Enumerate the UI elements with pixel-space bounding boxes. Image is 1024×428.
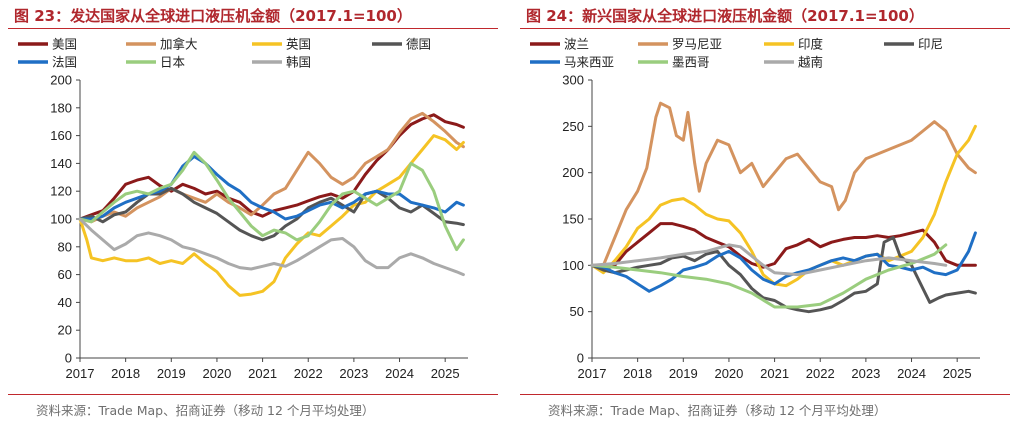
y-tick-label: 0 bbox=[577, 351, 584, 366]
y-tick-label: 300 bbox=[562, 73, 584, 88]
y-tick-label: 50 bbox=[570, 304, 584, 319]
series-line-1 bbox=[78, 111, 465, 224]
legend-label-4: 马来西亚 bbox=[564, 55, 614, 70]
series-line-4 bbox=[78, 155, 465, 221]
series-line-5 bbox=[78, 150, 465, 252]
series-line-0 bbox=[590, 222, 977, 272]
left-chart-title: 图 23：发达国家从全球进口液压机金额（2017.1=100） bbox=[14, 7, 412, 25]
x-tick-label: 2023 bbox=[851, 366, 880, 381]
y-tick-label: 100 bbox=[562, 258, 584, 273]
x-tick-label: 2020 bbox=[202, 366, 231, 381]
series-line-5 bbox=[590, 243, 948, 309]
x-tick-label: 2025 bbox=[431, 366, 460, 381]
x-tick-label: 2018 bbox=[111, 366, 140, 381]
y-tick-label: 150 bbox=[562, 212, 584, 227]
y-tick-label: 80 bbox=[58, 239, 72, 254]
x-tick-label: 2022 bbox=[294, 366, 323, 381]
legend-label-2: 印度 bbox=[798, 37, 824, 52]
x-tick-label: 2024 bbox=[385, 366, 414, 381]
right-bottom-rule bbox=[520, 394, 1010, 395]
x-tick-label: 2021 bbox=[760, 366, 789, 381]
legend-label-1: 罗马尼亚 bbox=[672, 37, 722, 52]
legend-label-1: 加拿大 bbox=[160, 37, 198, 52]
x-tick-label: 2022 bbox=[806, 366, 835, 381]
legend-label-6: 越南 bbox=[798, 55, 823, 70]
legend-label-5: 日本 bbox=[160, 55, 186, 70]
x-tick-label: 2021 bbox=[248, 366, 277, 381]
series-line-6 bbox=[590, 243, 948, 277]
y-tick-label: 40 bbox=[58, 295, 72, 310]
y-tick-label: 140 bbox=[50, 156, 72, 171]
y-tick-label: 60 bbox=[58, 267, 72, 282]
x-tick-label: 2017 bbox=[578, 366, 607, 381]
y-tick-label: 180 bbox=[50, 100, 72, 115]
x-tick-label: 2020 bbox=[714, 366, 743, 381]
series-line-4 bbox=[590, 231, 977, 293]
y-tick-label: 100 bbox=[50, 212, 72, 227]
x-tick-label: 2018 bbox=[623, 366, 652, 381]
series-line-1 bbox=[590, 101, 977, 267]
x-tick-label: 2019 bbox=[157, 366, 186, 381]
x-tick-label: 2024 bbox=[897, 366, 926, 381]
y-tick-label: 0 bbox=[65, 351, 72, 366]
legend-label-6: 韩国 bbox=[286, 55, 311, 70]
y-tick-label: 160 bbox=[50, 128, 72, 143]
legend-label-2: 英国 bbox=[286, 37, 311, 52]
series-line-6 bbox=[78, 217, 465, 277]
legend-label-3: 德国 bbox=[406, 37, 431, 52]
y-tick-label: 200 bbox=[562, 165, 584, 180]
y-tick-label: 120 bbox=[50, 184, 72, 199]
y-tick-label: 250 bbox=[562, 119, 584, 134]
series-line-3 bbox=[590, 236, 977, 314]
left-source-note: 资料来源：Trade Map、招商证券（移动 12 个月平均处理） bbox=[36, 403, 375, 418]
x-tick-label: 2019 bbox=[669, 366, 698, 381]
legend-label-3: 印尼 bbox=[918, 37, 943, 52]
right-source-note: 资料来源：Trade Map、招商证券（移动 12 个月平均处理） bbox=[548, 403, 887, 418]
series-line-2 bbox=[78, 134, 465, 297]
x-tick-label: 2025 bbox=[943, 366, 972, 381]
right-chart-panel: 图 24：新兴国家从全球进口液压机金额（2017.1=100） 波兰 罗马尼亚 印度… bbox=[520, 0, 1020, 428]
legend-label-4: 法国 bbox=[52, 55, 77, 70]
legend-label-0: 波兰 bbox=[564, 37, 589, 52]
y-tick-label: 200 bbox=[50, 73, 72, 88]
left-bottom-rule bbox=[8, 394, 498, 395]
series-line-2 bbox=[590, 124, 977, 288]
legend-label-5: 墨西哥 bbox=[672, 55, 710, 70]
legend-label-0: 美国 bbox=[52, 37, 77, 52]
x-tick-label: 2023 bbox=[339, 366, 368, 381]
right-top-rule bbox=[520, 28, 1010, 29]
left-chart-panel: 图 23：发达国家从全球进口液压机金额（2017.1=100） 美国 加拿大 英国 德… bbox=[8, 0, 508, 428]
y-tick-label: 20 bbox=[58, 323, 72, 338]
x-tick-label: 2017 bbox=[66, 366, 95, 381]
right-chart-title: 图 24：新兴国家从全球进口液压机金额（2017.1=100） bbox=[526, 7, 924, 25]
left-top-rule bbox=[8, 28, 498, 29]
